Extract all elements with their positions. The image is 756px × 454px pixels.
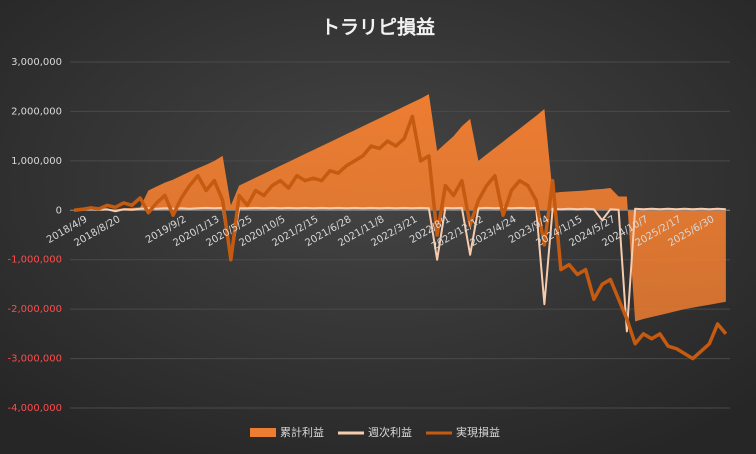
legend-label: 実現損益 [456,425,500,439]
legend: 累計利益 週次利益 実現損益 [250,425,500,439]
y-tick-label: -2,000,000 [7,304,62,315]
y-tick-label: -1,000,000 [7,255,62,266]
line-series [73,114,728,361]
y-tick-label: -3,000,000 [7,354,62,365]
line-series [74,206,726,333]
y-tick-label: 3,000,000 [11,57,62,68]
y-tick-label: 1,000,000 [11,156,62,167]
y-tick-label: 2,000,000 [11,106,62,117]
legend-label: 週次利益 [368,425,412,439]
y-tick-label: 0 [56,205,62,216]
legend-label: 累計利益 [280,425,324,439]
legend-swatch [250,428,276,437]
y-tick-label: -4,000,000 [7,403,62,414]
chart-title: トラリピ損益 [321,16,435,39]
